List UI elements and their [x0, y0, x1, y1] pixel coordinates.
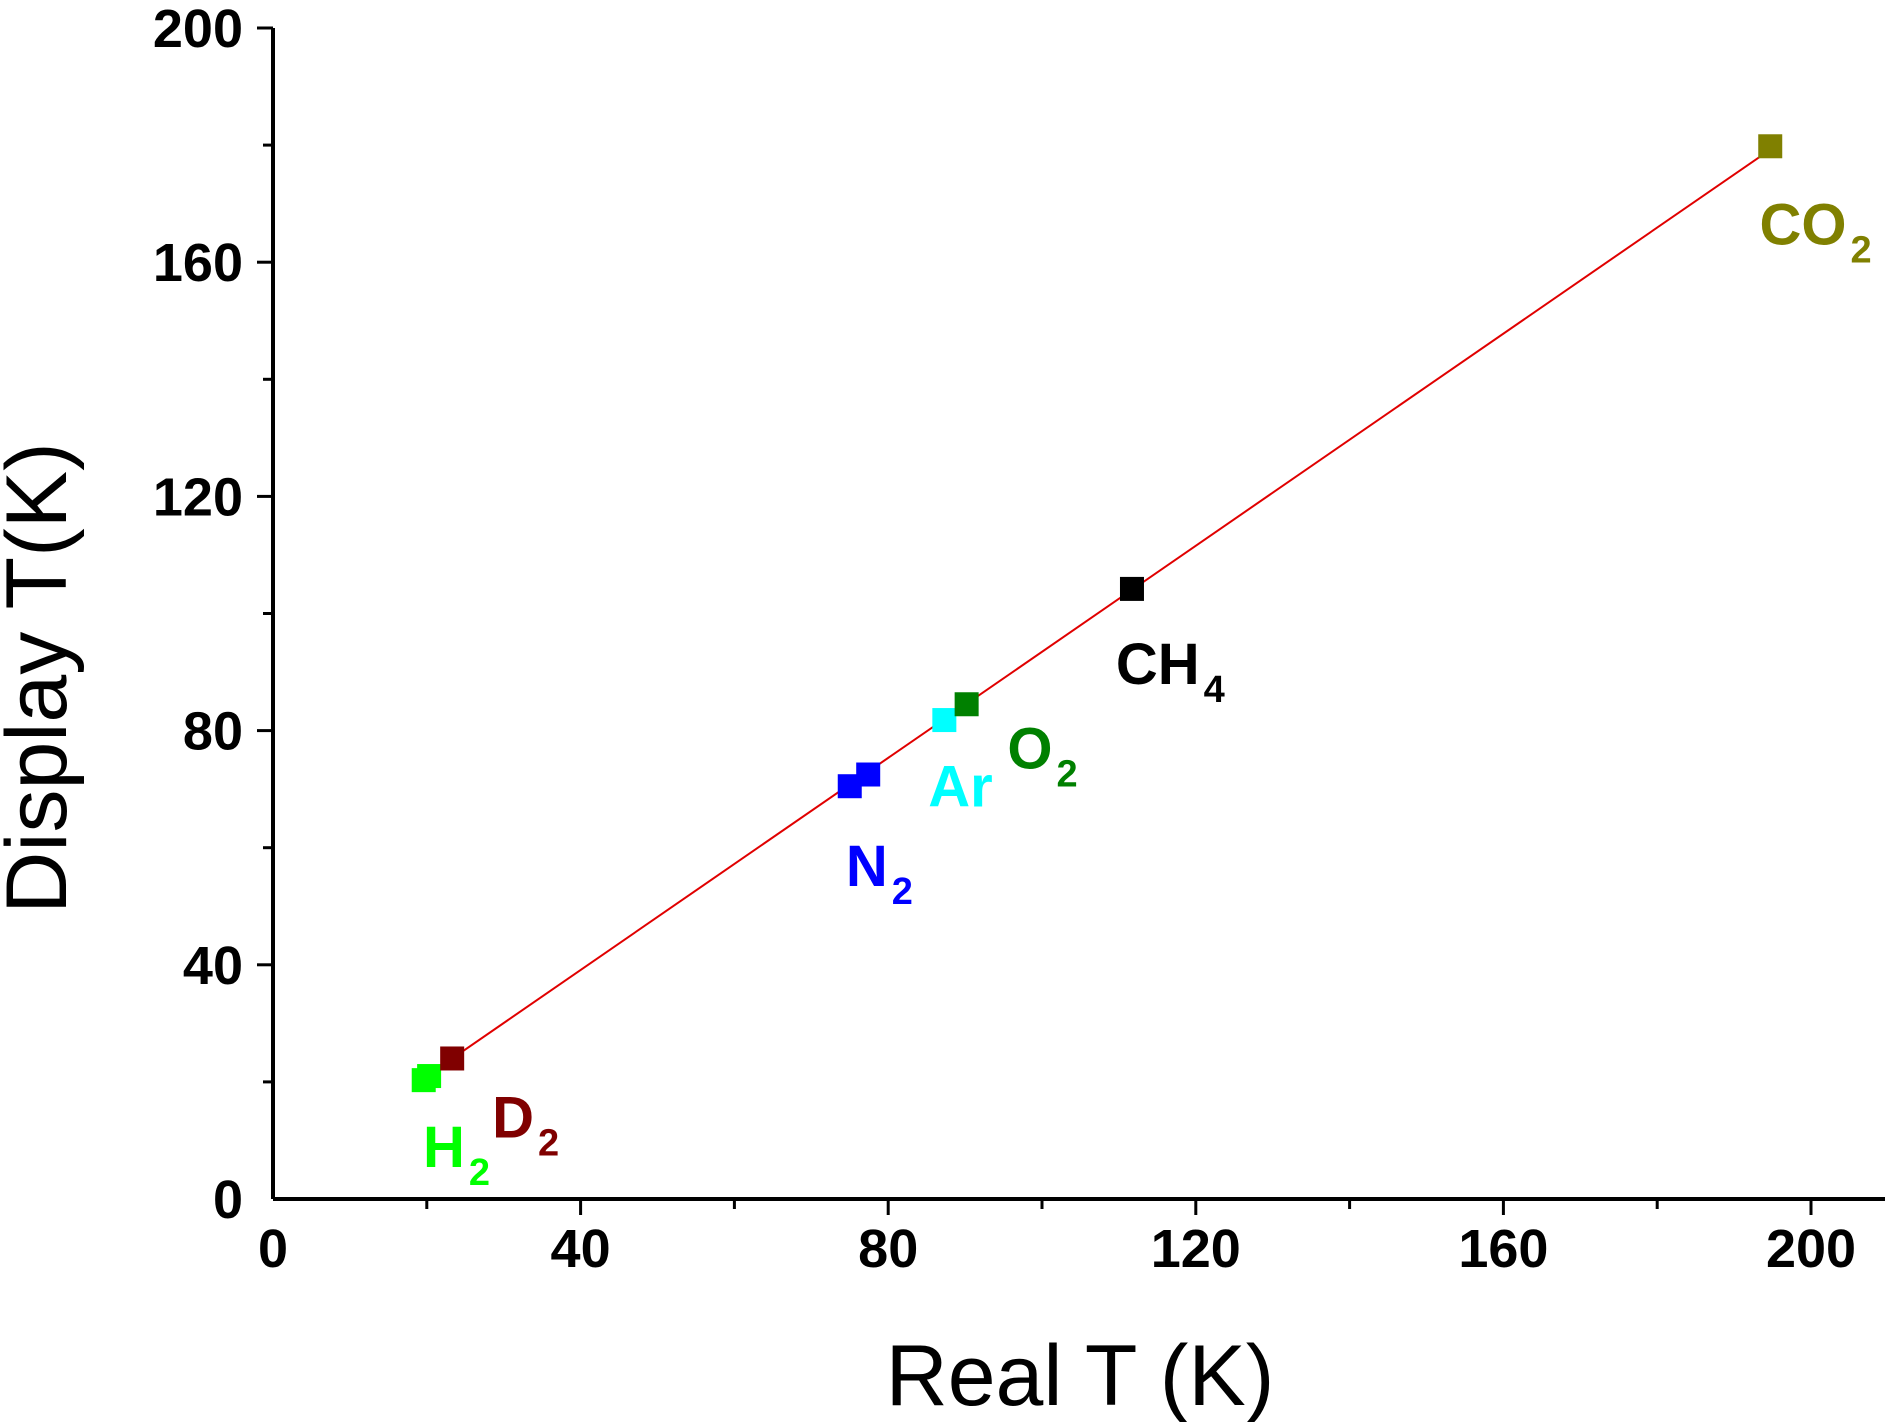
fit-line: [426, 147, 1774, 1077]
data-point-co2: [1758, 134, 1783, 159]
data-point-o2: [954, 692, 979, 717]
x-tick-label: 120: [1151, 1219, 1241, 1279]
x-tick-label: 80: [858, 1219, 918, 1279]
y-tick-label: 40: [183, 936, 243, 996]
label-ar: Ar: [928, 755, 992, 820]
y-axis-title: Display T(K): [0, 442, 85, 914]
data-point-n2: [856, 762, 881, 787]
x-tick-label: 0: [258, 1219, 288, 1279]
axes: [271, 28, 1885, 1201]
data-point-ch4: [1119, 576, 1144, 601]
data-point-d2: [440, 1046, 465, 1071]
data-points: [411, 134, 1783, 1093]
y-tick-label: 120: [153, 467, 243, 527]
data-point-ar: [932, 708, 957, 733]
x-axis-title: Real T (K): [886, 1328, 1275, 1422]
label-ch4: CH 4: [1116, 632, 1225, 711]
ticks: 0 40 80 120 160 200 0 40 80 120 160 200: [153, 0, 1856, 1279]
x-tick-label: 160: [1458, 1219, 1548, 1279]
y-tick-label: 200: [153, 0, 243, 59]
y-tick-label: 80: [183, 702, 243, 762]
y-tick-label: 0: [213, 1170, 243, 1230]
fit-line-layer: [426, 147, 1774, 1077]
y-tick-label: 160: [153, 233, 243, 293]
data-point-h2: [417, 1064, 442, 1089]
x-tick-label: 40: [551, 1219, 611, 1279]
label-co2: CO 2: [1759, 193, 1871, 272]
x-tick-label: 200: [1766, 1219, 1856, 1279]
